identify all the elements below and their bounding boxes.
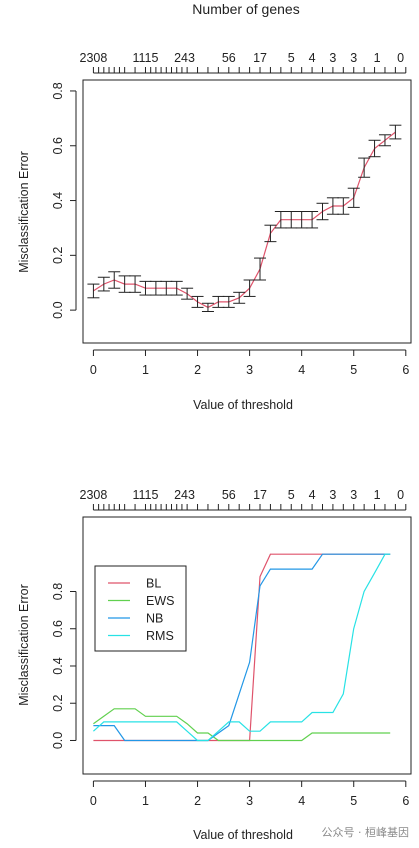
plot-frame — [82, 516, 412, 775]
x-tick-label: 2 — [194, 794, 201, 808]
top-tick-label: 0 — [397, 488, 404, 502]
top-tick-label: 2308 — [80, 488, 108, 502]
legend: BL EWS NB RMS — [94, 565, 187, 652]
top-tick-label: 56 — [222, 488, 236, 502]
top-tick-label: 243 — [174, 51, 195, 65]
y-tick-label: 0.2 — [51, 247, 65, 264]
top-axis: 2308 1115 243 56 17 5 4 3 3 1 0 — [80, 488, 407, 511]
x-tick-label: 6 — [402, 363, 409, 377]
x-tick-label: 2 — [194, 363, 201, 377]
top-tick-label: 243 — [174, 488, 195, 502]
y-tick-label: 0.4 — [51, 192, 65, 209]
top-tick-label: 3 — [329, 488, 336, 502]
y-tick-label: 0.8 — [51, 583, 65, 600]
top-tick-label: 2308 — [80, 51, 108, 65]
x-axis-label: Value of threshold — [193, 828, 293, 842]
x-tick-label: 1 — [142, 363, 149, 377]
x-ticks: 0 1 2 3 4 5 6 — [90, 349, 409, 377]
y-tick-label: 0.0 — [51, 732, 65, 749]
top-tick-label: 1115 — [132, 51, 158, 65]
legend-label: EWS — [146, 594, 174, 608]
top-tick-label: 17 — [253, 51, 267, 65]
x-tick-label: 4 — [298, 794, 305, 808]
x-tick-label: 0 — [90, 794, 97, 808]
series-line — [93, 708, 391, 742]
top-tick-label: 4 — [309, 488, 316, 502]
y-ticks: 0.0 0.2 0.4 0.6 0.8 — [51, 583, 77, 749]
plot-frame — [82, 79, 412, 344]
x-tick-label: 5 — [350, 363, 357, 377]
x-tick-label: 6 — [402, 794, 409, 808]
chart-title: Number of genes — [192, 1, 299, 17]
y-ticks: 0.0 0.2 0.4 0.6 0.8 — [51, 82, 77, 319]
top-tick-label: 5 — [288, 51, 295, 65]
top-tick-label: 4 — [309, 51, 316, 65]
y-axis-label: Misclassification Error — [17, 151, 31, 273]
y-tick-label: 0.2 — [51, 695, 65, 712]
top-tick-label: 17 — [253, 488, 267, 502]
top-axis: 2308 1115 243 56 17 5 4 3 3 1 0 — [80, 51, 407, 74]
legend-label: NB — [146, 612, 163, 626]
y-tick-label: 0.0 — [51, 301, 65, 318]
series-layer — [93, 553, 391, 742]
legend-box — [94, 565, 187, 652]
top-tick-label: 1 — [374, 488, 381, 502]
class-error-panel: Value of threshold Misclassification Err… — [17, 488, 412, 842]
top-tick-label: 3 — [329, 51, 336, 65]
y-tick-label: 0.6 — [51, 137, 65, 154]
x-axis-label: Value of threshold — [193, 398, 293, 412]
series-layer — [87, 124, 402, 312]
series-line — [93, 553, 391, 742]
y-tick-label: 0.6 — [51, 620, 65, 637]
error-bar-panel: Number of genes Value of threshold Miscl… — [17, 1, 412, 412]
x-tick-label: 4 — [298, 363, 305, 377]
top-tick-label: 3 — [350, 488, 357, 502]
x-tick-label: 1 — [142, 794, 149, 808]
x-tick-label: 5 — [350, 794, 357, 808]
top-tick-label: 56 — [222, 51, 236, 65]
y-tick-label: 0.4 — [51, 657, 65, 674]
top-tick-label: 3 — [350, 51, 357, 65]
legend-label: RMS — [146, 629, 174, 643]
watermark: 公众号 · 桓峰基因 — [321, 826, 410, 839]
x-tick-label: 0 — [90, 363, 97, 377]
y-axis-label: Misclassification Error — [17, 584, 31, 706]
x-tick-label: 3 — [246, 794, 253, 808]
y-tick-label: 0.8 — [51, 82, 65, 99]
top-tick-label: 5 — [288, 488, 295, 502]
top-tick-label: 0 — [397, 51, 404, 65]
top-tick-label: 1115 — [132, 488, 158, 502]
series-line — [93, 131, 396, 309]
x-tick-label: 3 — [246, 363, 253, 377]
x-ticks: 0 1 2 3 4 5 6 — [90, 780, 409, 808]
series-line — [93, 553, 391, 742]
top-tick-label: 1 — [374, 51, 381, 65]
legend-label: BL — [146, 577, 161, 591]
